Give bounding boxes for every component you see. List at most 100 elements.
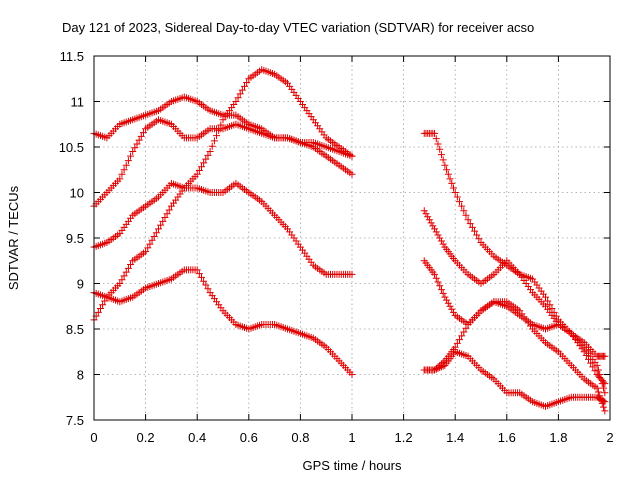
data-point <box>118 170 126 178</box>
data-point <box>458 332 466 340</box>
data-point <box>600 378 608 386</box>
data-point <box>118 276 126 284</box>
data-point <box>462 324 470 332</box>
data-point <box>422 210 430 218</box>
x-tick-label: 0 <box>90 430 97 445</box>
data-point <box>449 308 457 316</box>
data-point <box>120 272 128 280</box>
x-tick-label: 0.4 <box>188 430 206 445</box>
data-point <box>427 219 435 227</box>
data-point <box>591 367 599 375</box>
data-point <box>458 202 466 210</box>
data-point <box>437 360 445 368</box>
data-point <box>446 302 454 310</box>
y-tick-label: 10 <box>70 186 84 201</box>
x-tick-label: 0.2 <box>137 430 155 445</box>
data-point <box>542 293 549 301</box>
data-point <box>601 352 609 360</box>
data-point <box>580 348 588 356</box>
data-point <box>96 305 104 313</box>
data-point <box>159 217 167 225</box>
data-point <box>432 274 440 282</box>
data-point <box>157 221 165 229</box>
data-point <box>601 389 609 397</box>
data-point <box>453 193 461 201</box>
data-point <box>155 225 162 233</box>
data-point <box>441 161 449 169</box>
data-point <box>193 170 201 178</box>
data-point <box>195 167 203 175</box>
data-point <box>200 277 208 285</box>
x-tick-label: 0.8 <box>291 430 309 445</box>
data-point <box>473 231 481 239</box>
data-point <box>446 175 454 183</box>
data-point <box>217 121 225 129</box>
x-tick-label: 1.8 <box>549 430 567 445</box>
data-point <box>152 229 160 237</box>
data-point <box>148 236 156 244</box>
data-point <box>243 79 251 87</box>
data-point <box>439 156 447 164</box>
data-point <box>206 148 214 156</box>
data-point <box>144 244 152 252</box>
data-point <box>431 129 439 137</box>
x-tick-label: 1.2 <box>395 430 413 445</box>
data-point <box>437 237 445 245</box>
data-point <box>424 213 432 221</box>
data-point <box>434 231 442 239</box>
series-sat-a <box>90 93 609 397</box>
data-point <box>193 266 201 274</box>
data-point <box>200 159 208 167</box>
x-tick-label: 1.6 <box>498 430 516 445</box>
data-point <box>163 210 171 218</box>
data-point <box>597 396 605 404</box>
data-point <box>449 184 457 192</box>
data-point <box>432 364 440 372</box>
data-point <box>464 216 472 224</box>
data-point <box>124 157 132 165</box>
data-point <box>444 170 452 178</box>
grid-lines <box>94 56 610 420</box>
data-point <box>198 163 205 171</box>
x-tick-label: 1.4 <box>446 430 464 445</box>
data-point <box>116 280 124 287</box>
data-point <box>232 98 240 105</box>
data-point <box>202 155 210 163</box>
data-point <box>436 282 444 290</box>
data-point <box>204 151 212 159</box>
data-point <box>593 361 601 369</box>
data-point <box>441 293 449 301</box>
data-point <box>120 166 128 174</box>
data-point <box>593 384 601 392</box>
y-tick-label: 10.5 <box>59 140 84 155</box>
data-point <box>596 392 604 400</box>
data-point <box>236 90 244 98</box>
data-point <box>238 86 246 94</box>
data-point <box>195 270 203 278</box>
data-point <box>460 328 468 336</box>
data-point <box>161 214 169 222</box>
data-point <box>443 166 451 174</box>
data-point <box>208 142 216 150</box>
data-point <box>146 240 154 248</box>
data-point <box>589 363 597 371</box>
data-point <box>241 82 248 90</box>
y-tick-label: 9.5 <box>66 231 84 246</box>
data-point <box>594 388 602 396</box>
data-point <box>544 297 552 305</box>
data-point <box>131 144 139 152</box>
series-sat-b <box>90 116 609 360</box>
data-point <box>439 240 447 248</box>
data-point <box>439 358 447 366</box>
data-point <box>210 137 218 145</box>
data-point <box>137 132 145 140</box>
data-point <box>202 281 210 289</box>
data-point <box>204 285 212 293</box>
data-point <box>348 371 356 378</box>
data-point <box>475 235 483 243</box>
data-point <box>437 151 445 159</box>
data-point <box>456 198 463 206</box>
data-point <box>437 286 445 294</box>
data-point <box>587 359 595 367</box>
